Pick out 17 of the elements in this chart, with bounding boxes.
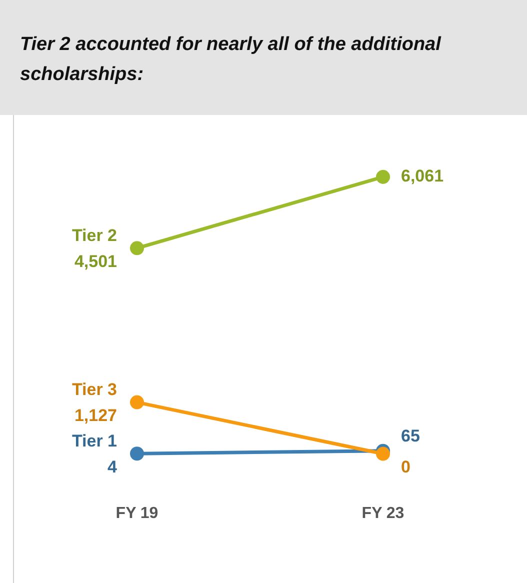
series-label: Tier 1 <box>72 431 117 450</box>
data-label: 65 <box>401 426 420 446</box>
data-label: 0 <box>401 457 410 476</box>
point <box>376 446 390 461</box>
point <box>376 170 390 184</box>
x-tick-label: FY 23 <box>362 504 404 522</box>
data-label: 4 <box>108 457 118 476</box>
point <box>130 395 144 410</box>
point <box>130 446 144 461</box>
data-label: 4,501 <box>74 252 117 271</box>
series-label: Tier 2 <box>72 226 117 245</box>
x-tick-label: FY 19 <box>116 504 158 522</box>
series-label: Tier 3 <box>72 380 117 399</box>
data-label: 1,127 <box>74 406 117 425</box>
chart-title: Tier 2 accounted for nearly all of the additional scholarships: <box>20 33 442 87</box>
data-label: 6,061 <box>401 166 444 186</box>
point <box>130 241 144 256</box>
